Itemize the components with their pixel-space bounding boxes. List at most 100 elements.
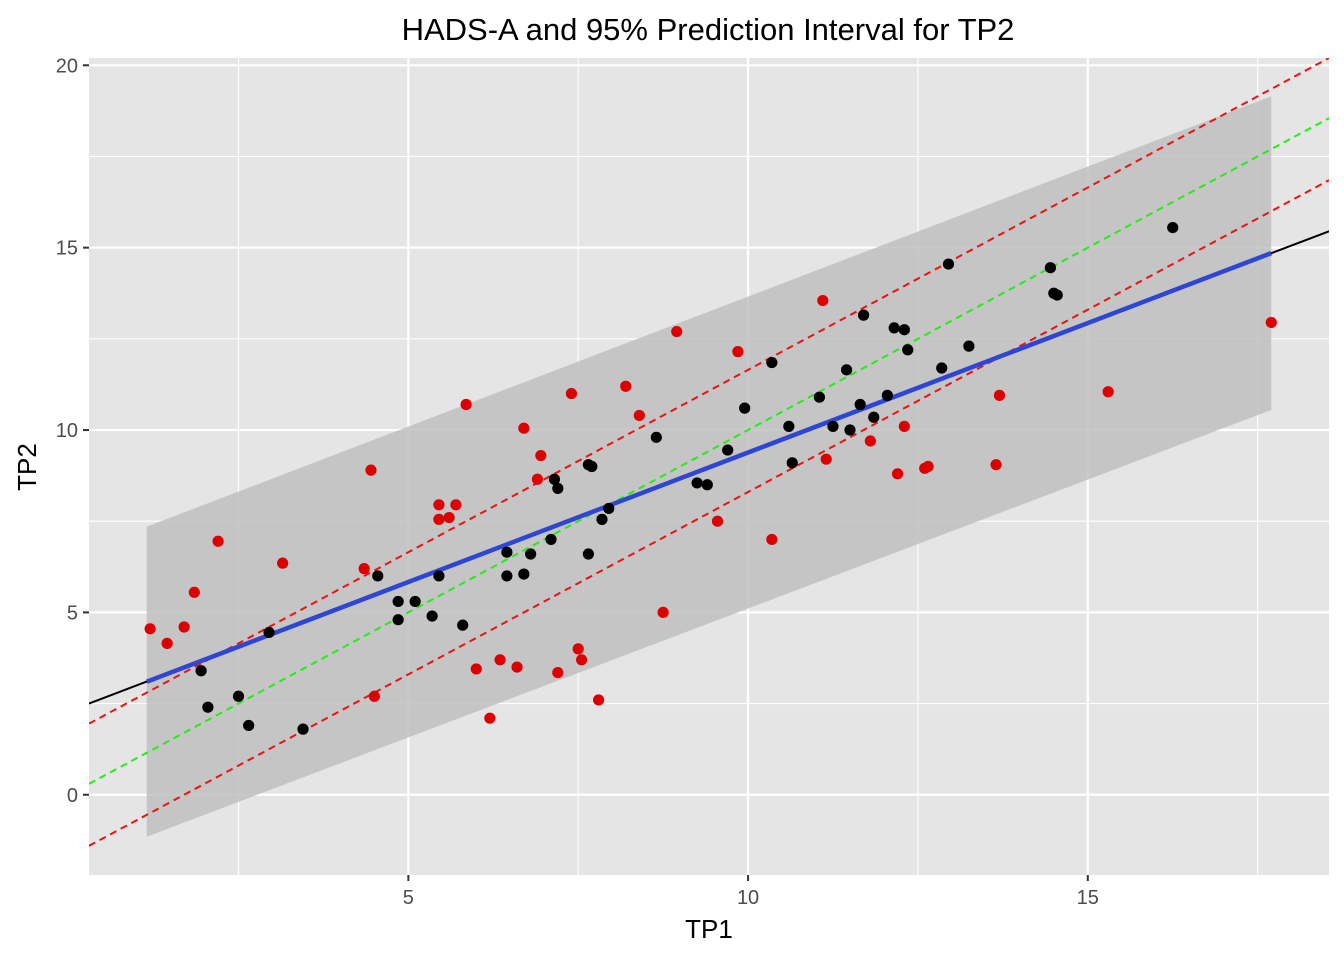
point-inside [766, 356, 778, 369]
point-outside [460, 398, 472, 411]
point-inside [722, 444, 734, 456]
point-inside [548, 473, 561, 485]
point-outside [817, 294, 829, 307]
point-inside [840, 364, 853, 376]
y-tick-label: 0 [67, 785, 78, 807]
point-inside [783, 420, 795, 432]
point-inside [1167, 222, 1179, 234]
point-outside [365, 464, 377, 476]
point-inside [936, 362, 948, 374]
x-axis-title: TP1 [685, 914, 733, 944]
point-outside [820, 453, 832, 465]
point-inside [202, 701, 214, 713]
point-inside [827, 420, 839, 432]
point-outside [732, 346, 744, 358]
point-inside [409, 595, 421, 608]
point-outside [657, 606, 669, 618]
point-outside [576, 654, 588, 666]
axes-layer: 5 10 15 0 5 10 15 20 [56, 55, 1099, 909]
point-outside [433, 499, 445, 511]
point-outside [898, 420, 910, 432]
point-inside [701, 479, 713, 491]
point-inside [457, 619, 469, 631]
point-inside [525, 548, 537, 560]
point-outside [592, 694, 605, 706]
point-outside [433, 513, 445, 525]
point-outside [922, 460, 934, 473]
lower-limit-line [89, 179, 1329, 847]
chart-title: HADS-A and 95% Prediction Interval for T… [402, 12, 1015, 47]
point-outside [443, 511, 455, 524]
point-inside [232, 690, 245, 702]
point-outside [358, 563, 370, 575]
point-outside [552, 666, 564, 679]
y-tick-label: 20 [56, 55, 78, 77]
point-outside [470, 663, 482, 675]
point-outside [671, 325, 683, 338]
point-inside [552, 482, 564, 494]
point-inside [963, 340, 975, 352]
point-outside [484, 712, 496, 724]
point-outside [188, 586, 200, 598]
point-inside [888, 322, 900, 334]
point-outside [766, 533, 778, 546]
point-inside [392, 595, 404, 608]
point-inside [942, 258, 955, 270]
point-inside [857, 309, 870, 321]
point-inside [739, 402, 751, 414]
point-inside [603, 502, 615, 515]
y-tick-label: 15 [56, 238, 78, 260]
point-outside [535, 449, 547, 462]
point-outside [494, 654, 506, 666]
point-outside [212, 535, 224, 547]
point-inside [881, 389, 893, 401]
point-inside [297, 723, 309, 735]
point-inside [844, 424, 856, 436]
point-inside [1051, 289, 1063, 301]
point-outside [993, 389, 1006, 401]
point-inside [392, 614, 404, 626]
point-outside [277, 557, 289, 569]
point-outside [144, 623, 156, 635]
point-inside [501, 570, 513, 582]
point-inside [902, 344, 914, 356]
point-inside [813, 391, 826, 403]
point-inside [545, 533, 557, 546]
x-tick-label: 10 [737, 887, 759, 909]
point-outside [531, 473, 544, 485]
point-inside [263, 626, 275, 639]
point-inside [586, 460, 598, 473]
point-inside [426, 610, 438, 622]
point-inside [898, 324, 910, 336]
point-outside [891, 468, 904, 480]
point-inside [582, 548, 594, 560]
point-outside [572, 643, 584, 655]
fit-line [145, 251, 1273, 684]
point-outside [565, 387, 578, 400]
point-outside [1102, 386, 1114, 398]
point-inside [518, 568, 530, 580]
point-inside [854, 398, 866, 411]
y-axis-title: TP2 [12, 443, 42, 491]
point-outside [518, 422, 530, 434]
point-inside [433, 570, 445, 582]
point-outside [620, 380, 632, 392]
point-inside [1044, 262, 1057, 274]
y-tick-label: 5 [67, 602, 78, 624]
identity-line [89, 117, 1329, 785]
point-outside [1265, 316, 1277, 329]
point-inside [786, 457, 798, 469]
point-inside [372, 570, 384, 582]
x-tick-label: 15 [1077, 887, 1099, 909]
point-outside [161, 637, 173, 649]
point-outside [178, 621, 190, 633]
point-inside [596, 513, 608, 525]
upper-limit-line [89, 58, 1329, 725]
point-outside [864, 435, 876, 447]
point-outside [368, 690, 380, 702]
x-tick-label: 5 [403, 887, 414, 909]
points-layer [144, 222, 1277, 735]
point-inside [868, 411, 880, 423]
point-outside [711, 515, 724, 527]
